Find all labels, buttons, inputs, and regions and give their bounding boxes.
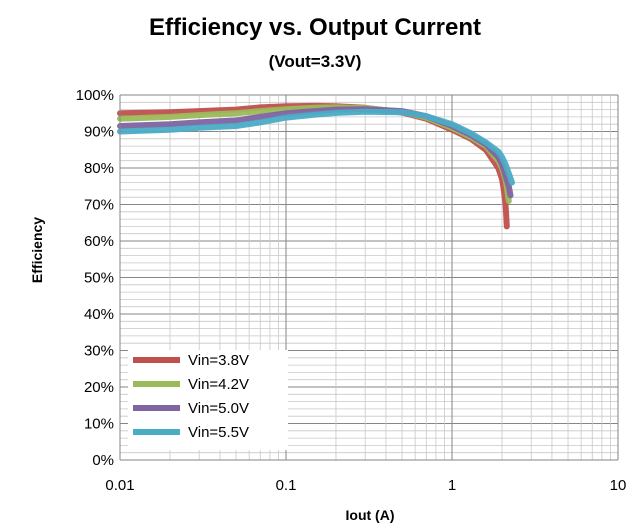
legend-label: Vin=3.8V xyxy=(188,352,249,369)
y-tick-label: 20% xyxy=(84,379,114,396)
axes: 0% 10% 20% 30% 40% 50% 60% 70% 80% 90% 100% 0.01 0.1… xyxy=(76,87,627,494)
y-tick-label: 30% xyxy=(84,343,114,360)
legend-label: Vin=5.0V xyxy=(188,400,249,417)
chart-subtitle: (Vout=3.3V) xyxy=(268,52,362,71)
y-tick-label: 50% xyxy=(84,270,114,287)
x-tick-label: 10 xyxy=(610,477,627,494)
y-tick-label: 10% xyxy=(84,416,114,433)
legend-label: Vin=4.2V xyxy=(188,376,249,393)
y-tick-label: 100% xyxy=(76,87,114,104)
chart-title: Efficiency vs. Output Current xyxy=(148,14,482,41)
y-axis-title: Efficiency xyxy=(29,217,45,283)
y-tick-label: 0% xyxy=(92,452,114,469)
x-tick-label: 0.01 xyxy=(105,477,134,494)
legend-label: Vin=5.5V xyxy=(188,424,249,441)
y-tick-label: 70% xyxy=(84,197,114,214)
series-line-4 xyxy=(117,108,515,186)
series-lines xyxy=(117,102,515,230)
y-tick-label: 40% xyxy=(84,306,114,323)
x-tick-label: 0.1 xyxy=(276,477,297,494)
y-tick-label: 90% xyxy=(84,124,114,141)
y-tick-label: 60% xyxy=(84,233,114,250)
x-axis-title: Iout (A) xyxy=(346,507,395,523)
x-tick-label: 1 xyxy=(448,477,456,494)
legend: Vin=3.8V Vin=4.2V Vin=5.0V Vin=5.5V xyxy=(128,350,288,450)
y-tick-label: 80% xyxy=(84,160,114,177)
